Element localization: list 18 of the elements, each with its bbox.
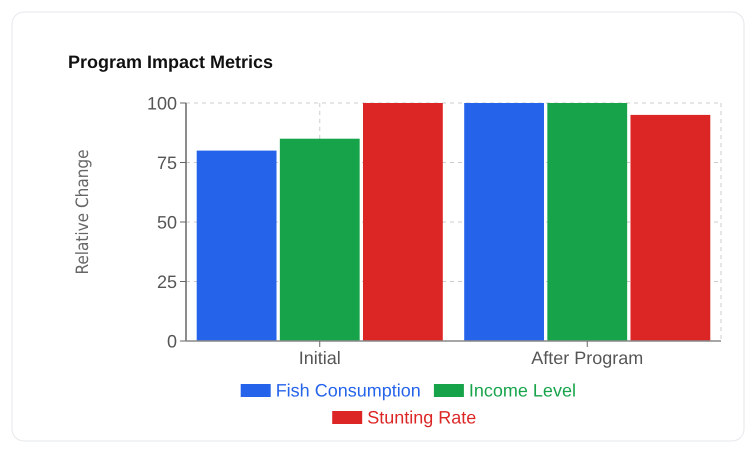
y-tick-label: 50 bbox=[156, 212, 177, 232]
bar bbox=[547, 103, 628, 341]
y-tick-label: 75 bbox=[156, 152, 177, 173]
legend-label: Income Level bbox=[468, 380, 576, 400]
bar bbox=[464, 103, 544, 341]
legend-label: Stunting Rate bbox=[367, 407, 476, 428]
bar bbox=[630, 114, 710, 341]
bar bbox=[280, 138, 360, 341]
y-axis-title: Relative Change bbox=[73, 149, 93, 275]
chart-title: Program Impact Metrics bbox=[68, 52, 274, 72]
bar bbox=[362, 103, 443, 341]
x-tick-label: Initial bbox=[298, 348, 341, 368]
y-tick-label: 100 bbox=[146, 93, 177, 114]
y-tick-label: 0 bbox=[166, 331, 177, 352]
x-tick-label: After Program bbox=[531, 348, 644, 368]
y-tick-label: 25 bbox=[156, 272, 177, 292]
bar bbox=[196, 150, 277, 341]
legend-label: Fish Consumption bbox=[276, 380, 421, 400]
